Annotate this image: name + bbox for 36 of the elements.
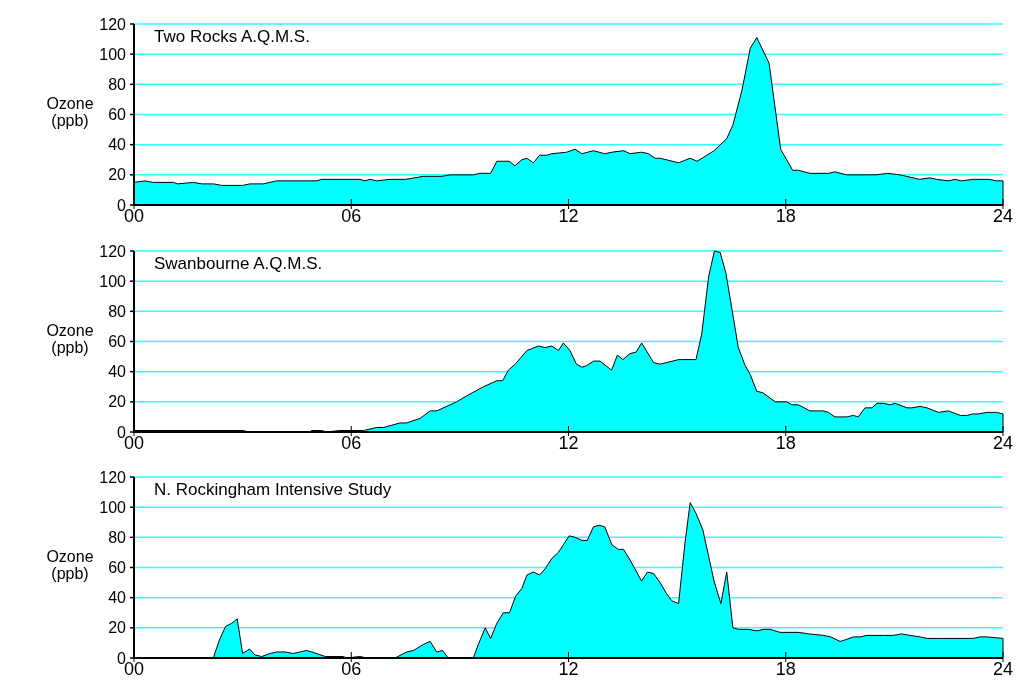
y-tick-label: 40 bbox=[108, 589, 127, 607]
x-tick-label: 24 bbox=[992, 206, 1014, 226]
x-tick-label: 12 bbox=[558, 206, 579, 226]
chart-title: N. Rockingham Intensive Study bbox=[154, 480, 392, 499]
chart-title: Two Rocks A.Q.M.S. bbox=[154, 27, 310, 46]
x-tick-label: 18 bbox=[775, 433, 796, 453]
y-tick-label: 20 bbox=[108, 619, 127, 637]
x-tick-label: 24 bbox=[992, 433, 1014, 453]
x-tick-label: 12 bbox=[558, 433, 579, 453]
x-tick-label: 24 bbox=[992, 659, 1014, 679]
y-axis-title: Ozone (ppb) bbox=[46, 321, 94, 356]
y-tick-label: 120 bbox=[99, 468, 127, 486]
y-tick-label: 100 bbox=[99, 498, 127, 516]
y-tick-label: 120 bbox=[99, 242, 127, 260]
y-tick-label: 60 bbox=[108, 559, 127, 577]
y-tick-label: 60 bbox=[108, 106, 127, 124]
y-axis-title: Ozone (ppb) bbox=[46, 547, 94, 582]
y-tick-label: 80 bbox=[108, 75, 127, 93]
y-tick-label: 60 bbox=[108, 333, 127, 351]
x-tick-label: 06 bbox=[341, 206, 362, 226]
y-tick-label: 40 bbox=[108, 136, 127, 154]
x-tick-label: 12 bbox=[558, 659, 579, 679]
y-tick-label: 100 bbox=[99, 45, 127, 63]
x-tick-label: 18 bbox=[775, 206, 796, 226]
x-tick-label: 06 bbox=[341, 659, 362, 679]
y-tick-label: 40 bbox=[108, 363, 127, 381]
y-tick-label: 120 bbox=[99, 15, 127, 33]
y-tick-label: 20 bbox=[108, 393, 127, 411]
y-tick-label: 80 bbox=[108, 302, 127, 320]
y-tick-label: 100 bbox=[99, 272, 127, 290]
y-tick-label: 80 bbox=[108, 528, 127, 546]
y-axis-title: Ozone (ppb) bbox=[46, 94, 94, 129]
x-tick-label: 18 bbox=[775, 659, 796, 679]
chart-title: Swanbourne A.Q.M.S. bbox=[154, 254, 323, 273]
y-tick-label: 20 bbox=[108, 166, 127, 184]
x-tick-label: 06 bbox=[341, 433, 362, 453]
